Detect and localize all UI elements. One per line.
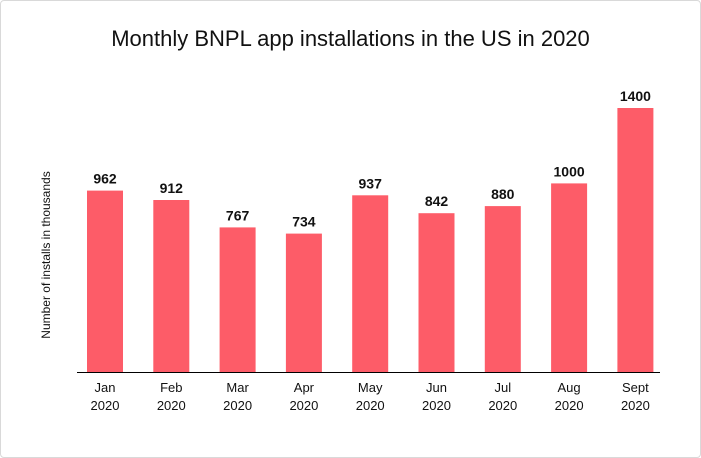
value-label-aug: 1000 (554, 163, 585, 179)
bar-jun (418, 213, 455, 372)
bar-aug (551, 183, 588, 372)
bar-sept (617, 108, 654, 372)
value-label-apr: 734 (292, 214, 316, 230)
value-label-may: 937 (359, 175, 383, 191)
value-label-feb: 912 (160, 180, 184, 196)
tick-label-feb-year: 2020 (157, 398, 186, 413)
bar-jul (484, 206, 521, 372)
bar-jan (87, 190, 123, 372)
tick-label-mar-month: Mar (226, 380, 249, 395)
bar-feb (153, 200, 190, 372)
tick-label-mar-year: 2020 (223, 398, 252, 413)
bar-may (352, 195, 389, 372)
bar-apr (285, 233, 322, 372)
value-label-mar: 767 (226, 207, 250, 223)
tick-label-jan-month: Jan (95, 380, 116, 395)
tick-label-may-year: 2020 (356, 398, 385, 413)
chart-title: Monthly BNPL app installations in the US… (111, 26, 590, 51)
tick-label-aug-month: Aug (558, 380, 581, 395)
tick-label-may-month: May (358, 380, 383, 395)
tick-label-jun-year: 2020 (422, 398, 451, 413)
value-label-sept: 1400 (620, 88, 651, 104)
tick-label-jul-month: Jul (494, 380, 511, 395)
tick-label-jul-year: 2020 (488, 398, 517, 413)
bar-mar (219, 227, 256, 372)
tick-label-sept-year: 2020 (621, 398, 650, 413)
tick-label-sept-month: Sept (622, 380, 649, 395)
tick-label-feb-month: Feb (160, 380, 182, 395)
value-label-jul: 880 (491, 186, 515, 202)
tick-label-jan-year: 2020 (91, 398, 120, 413)
tick-label-apr-month: Apr (294, 380, 315, 395)
tick-label-aug-year: 2020 (555, 398, 584, 413)
value-label-jun: 842 (425, 193, 449, 209)
tick-label-apr-year: 2020 (289, 398, 318, 413)
tick-label-jun-month: Jun (426, 380, 447, 395)
value-label-jan: 962 (93, 171, 117, 187)
